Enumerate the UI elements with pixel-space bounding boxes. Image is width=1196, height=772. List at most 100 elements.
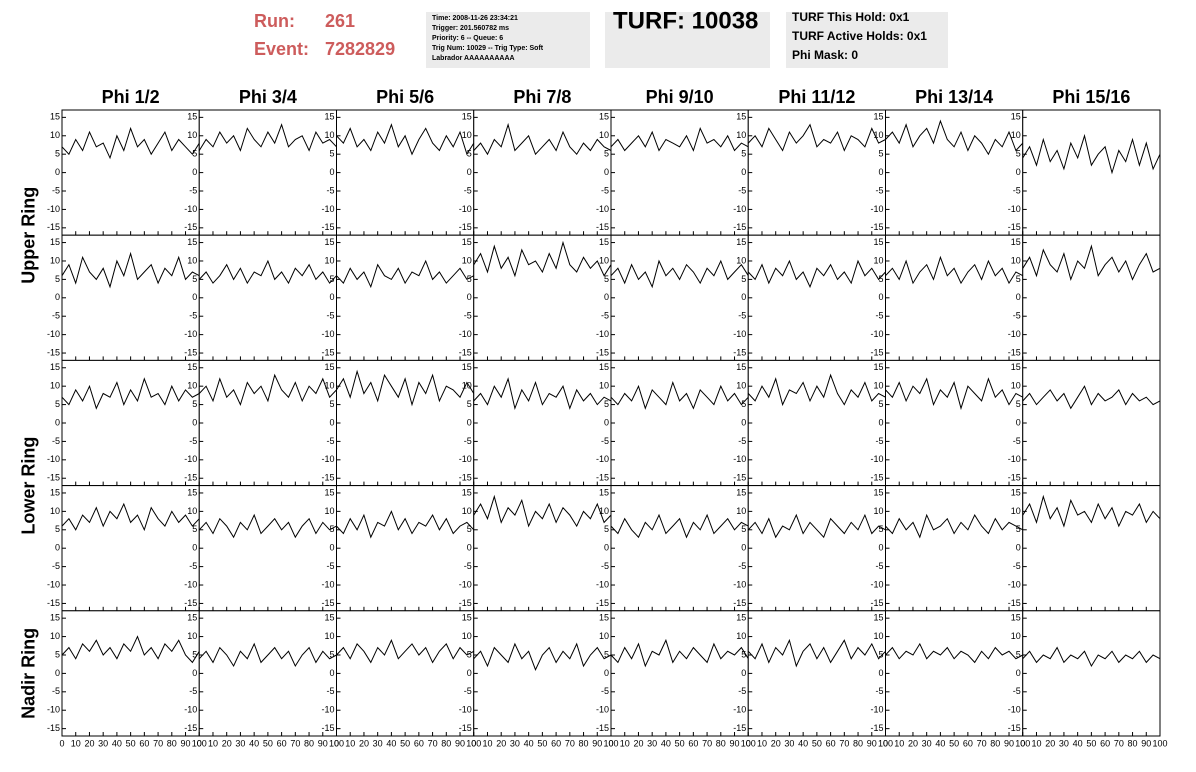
y-tick-label: 10 bbox=[462, 381, 472, 391]
y-tick-label: 5 bbox=[192, 274, 197, 284]
y-tick-label: -15 bbox=[321, 723, 334, 733]
y-tick-label: -15 bbox=[459, 347, 472, 357]
x-tick-label: 40 bbox=[935, 738, 945, 748]
y-tick-label: -15 bbox=[47, 222, 60, 232]
y-tick-label: 10 bbox=[187, 130, 197, 140]
y-tick-label: 0 bbox=[604, 668, 609, 678]
panel bbox=[473, 109, 612, 236]
y-tick-label: 15 bbox=[873, 613, 883, 623]
x-tick-label: 90 bbox=[730, 738, 740, 748]
x-tick-label: 80 bbox=[579, 738, 589, 748]
y-tick-label: 5 bbox=[741, 524, 746, 534]
x-tick-label: 50 bbox=[949, 738, 959, 748]
y-tick-label: 10 bbox=[187, 506, 197, 516]
waveform bbox=[198, 123, 337, 152]
y-tick-label: -15 bbox=[321, 347, 334, 357]
panel bbox=[1022, 234, 1161, 361]
x-tick-label: 70 bbox=[153, 738, 163, 748]
y-tick-label: -15 bbox=[184, 723, 197, 733]
y-tick-label: 10 bbox=[736, 506, 746, 516]
panel bbox=[747, 109, 886, 236]
y-tick-label: 10 bbox=[599, 506, 609, 516]
y-tick-label: -15 bbox=[870, 723, 883, 733]
panel bbox=[198, 109, 337, 236]
waveform bbox=[473, 494, 612, 528]
y-tick-label: 0 bbox=[604, 292, 609, 302]
y-tick-label: 5 bbox=[1016, 149, 1021, 159]
y-tick-label: -5 bbox=[875, 686, 883, 696]
y-tick-label: -15 bbox=[1008, 347, 1021, 357]
panel bbox=[610, 234, 749, 361]
x-tick-label: 70 bbox=[977, 738, 987, 748]
y-tick-label: -5 bbox=[601, 185, 609, 195]
x-tick-label: 70 bbox=[839, 738, 849, 748]
x-tick-label: 90 bbox=[1141, 738, 1151, 748]
y-tick-label: -5 bbox=[875, 185, 883, 195]
x-tick-label: 80 bbox=[304, 738, 314, 748]
x-tick-label: 80 bbox=[441, 738, 451, 748]
y-tick-label: -15 bbox=[321, 473, 334, 483]
waveform bbox=[747, 513, 886, 539]
y-tick-label: -10 bbox=[47, 329, 60, 339]
waveform bbox=[336, 639, 475, 664]
y-tick-label: 10 bbox=[599, 631, 609, 641]
y-tick-label: 10 bbox=[50, 255, 60, 265]
y-tick-label: 0 bbox=[192, 417, 197, 427]
y-tick-label: 5 bbox=[55, 524, 60, 534]
panel bbox=[747, 359, 886, 487]
y-tick-label: -10 bbox=[870, 454, 883, 464]
y-tick-label: 15 bbox=[736, 362, 746, 372]
waveform bbox=[336, 369, 475, 407]
y-tick-label: -5 bbox=[601, 561, 609, 571]
panel bbox=[885, 359, 1024, 487]
panel bbox=[336, 359, 475, 487]
x-tick-label: 30 bbox=[647, 738, 657, 748]
y-tick-label: -5 bbox=[738, 311, 746, 321]
y-tick-label: 5 bbox=[604, 149, 609, 159]
x-tick-label: 20 bbox=[633, 738, 643, 748]
waveform bbox=[885, 377, 1024, 411]
y-tick-label: -5 bbox=[464, 686, 472, 696]
y-tick-label: -15 bbox=[596, 347, 609, 357]
y-tick-label: 10 bbox=[324, 631, 334, 641]
waveform bbox=[336, 259, 475, 289]
y-tick-label: -5 bbox=[326, 311, 334, 321]
y-tick-label: -15 bbox=[459, 598, 472, 608]
y-tick-label: -5 bbox=[875, 311, 883, 321]
x-tick-label: 20 bbox=[908, 738, 918, 748]
waveform bbox=[473, 642, 612, 671]
y-tick-label: 10 bbox=[50, 506, 60, 516]
y-tick-label: 10 bbox=[50, 381, 60, 391]
y-tick-label: 5 bbox=[55, 399, 60, 409]
x-tick-label: 50 bbox=[537, 738, 547, 748]
y-tick-label: 15 bbox=[50, 362, 60, 372]
y-tick-label: 10 bbox=[462, 255, 472, 265]
y-tick-label: -15 bbox=[596, 598, 609, 608]
info-box bbox=[426, 12, 590, 68]
x-tick-label: 30 bbox=[922, 738, 932, 748]
y-tick-label: 0 bbox=[192, 292, 197, 302]
x-tick-label: 30 bbox=[1059, 738, 1069, 748]
y-tick-label: 5 bbox=[1016, 274, 1021, 284]
y-tick-label: 5 bbox=[467, 524, 472, 534]
y-tick-label: 0 bbox=[192, 167, 197, 177]
y-tick-label: -5 bbox=[601, 436, 609, 446]
x-tick-label: 20 bbox=[1045, 738, 1055, 748]
y-tick-label: 10 bbox=[324, 381, 334, 391]
y-tick-label: -5 bbox=[326, 561, 334, 571]
y-tick-label: -10 bbox=[596, 204, 609, 214]
y-tick-label: 5 bbox=[467, 149, 472, 159]
y-tick-label: 15 bbox=[324, 362, 334, 372]
y-tick-label: 10 bbox=[736, 255, 746, 265]
x-tick-label: 100 bbox=[741, 738, 756, 748]
y-tick-label: -10 bbox=[1008, 454, 1021, 464]
y-tick-label: 10 bbox=[50, 130, 60, 140]
x-tick-label: 0 bbox=[1020, 738, 1025, 748]
y-tick-label: 5 bbox=[55, 274, 60, 284]
y-tick-label: 0 bbox=[604, 417, 609, 427]
y-tick-label: -10 bbox=[596, 705, 609, 715]
y-tick-label: 0 bbox=[1016, 543, 1021, 553]
y-tick-label: 5 bbox=[604, 399, 609, 409]
x-tick-label: 20 bbox=[771, 738, 781, 748]
y-tick-label: 10 bbox=[187, 381, 197, 391]
